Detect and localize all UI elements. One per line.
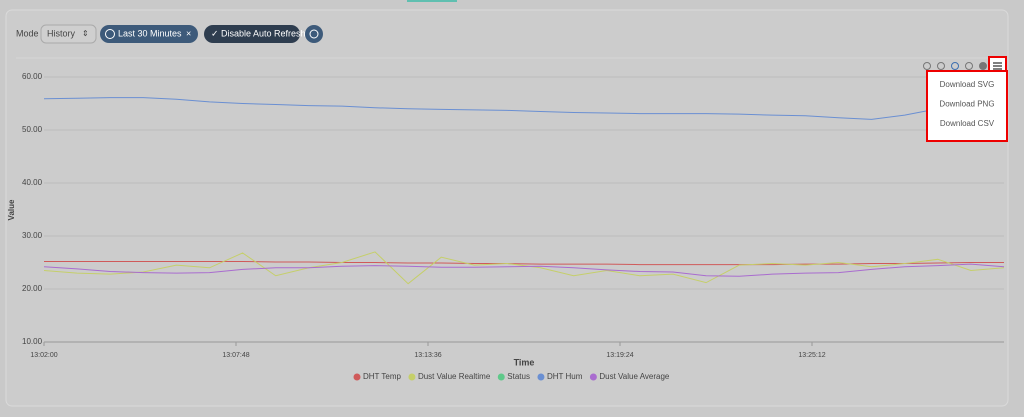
menu-item[interactable]: Download CSV: [940, 119, 995, 128]
series-line: [44, 263, 1004, 277]
y-tick-label: 50.00: [22, 125, 43, 134]
y-tick-label: 60.00: [22, 72, 43, 81]
clear-icon[interactable]: ×: [186, 28, 191, 38]
legend-marker: [353, 373, 361, 381]
legend-label: DHT Temp: [363, 372, 401, 381]
legend-marker: [589, 373, 597, 381]
pan[interactable]: [965, 62, 973, 70]
x-tick-label: 13:02:00: [30, 352, 57, 359]
legend-label: Dust Value Realtime: [418, 372, 491, 381]
x-axis-title: Time: [514, 357, 535, 367]
mode-label: Mode: [16, 28, 39, 38]
x-tick-label: 13:07:48: [222, 352, 249, 359]
y-tick-label: 20.00: [22, 284, 43, 293]
legend-marker: [537, 373, 545, 381]
series-line: [44, 251, 1004, 285]
zoom-in[interactable]: [923, 62, 931, 70]
zoom[interactable]: [951, 62, 959, 70]
y-tick-label: 40.00: [22, 178, 43, 187]
legend-marker: [497, 373, 505, 381]
download-menu: Download SVG Download PNG Download CSV: [926, 70, 1008, 142]
y-axis-title: Value: [7, 199, 16, 220]
refresh-button[interactable]: [204, 25, 300, 43]
y-tick-label: 10.00: [22, 337, 43, 346]
menu-item[interactable]: Download SVG: [940, 80, 995, 89]
x-tick-label: 13:13:36: [414, 352, 441, 359]
series-line: [44, 93, 1004, 120]
check-icon: ✓: [211, 28, 219, 38]
legend-label: Dust Value Average: [599, 372, 670, 381]
range-button[interactable]: [100, 25, 198, 43]
refresh-label: Disable Auto Refresh: [221, 28, 306, 38]
range-label: Last 30 Minutes: [118, 28, 182, 38]
zoom-out[interactable]: [937, 62, 945, 70]
menu-box: [926, 70, 1008, 142]
menu-item[interactable]: Download PNG: [939, 100, 994, 109]
x-tick-label: 13:25:12: [798, 352, 825, 359]
clock-icon: [105, 29, 115, 39]
zoom-tools: [923, 62, 987, 70]
x-tick-label: 13:19:24: [606, 352, 633, 359]
tab-indicator: [407, 0, 457, 2]
legend-label: Status: [507, 372, 530, 381]
mode-value: History: [47, 28, 76, 38]
legend-label: DHT Hum: [547, 372, 583, 381]
reload-icon: [309, 29, 319, 39]
card: [5, 9, 1009, 407]
hamburger: [993, 62, 1002, 70]
reset[interactable]: [979, 62, 987, 70]
select-arrow: ⇕: [82, 29, 89, 38]
legend-marker: [408, 373, 416, 381]
reload-button[interactable]: [305, 25, 323, 43]
series-line: [44, 260, 1004, 266]
mode-select[interactable]: [40, 24, 97, 44]
y-tick-label: 30.00: [22, 231, 43, 240]
